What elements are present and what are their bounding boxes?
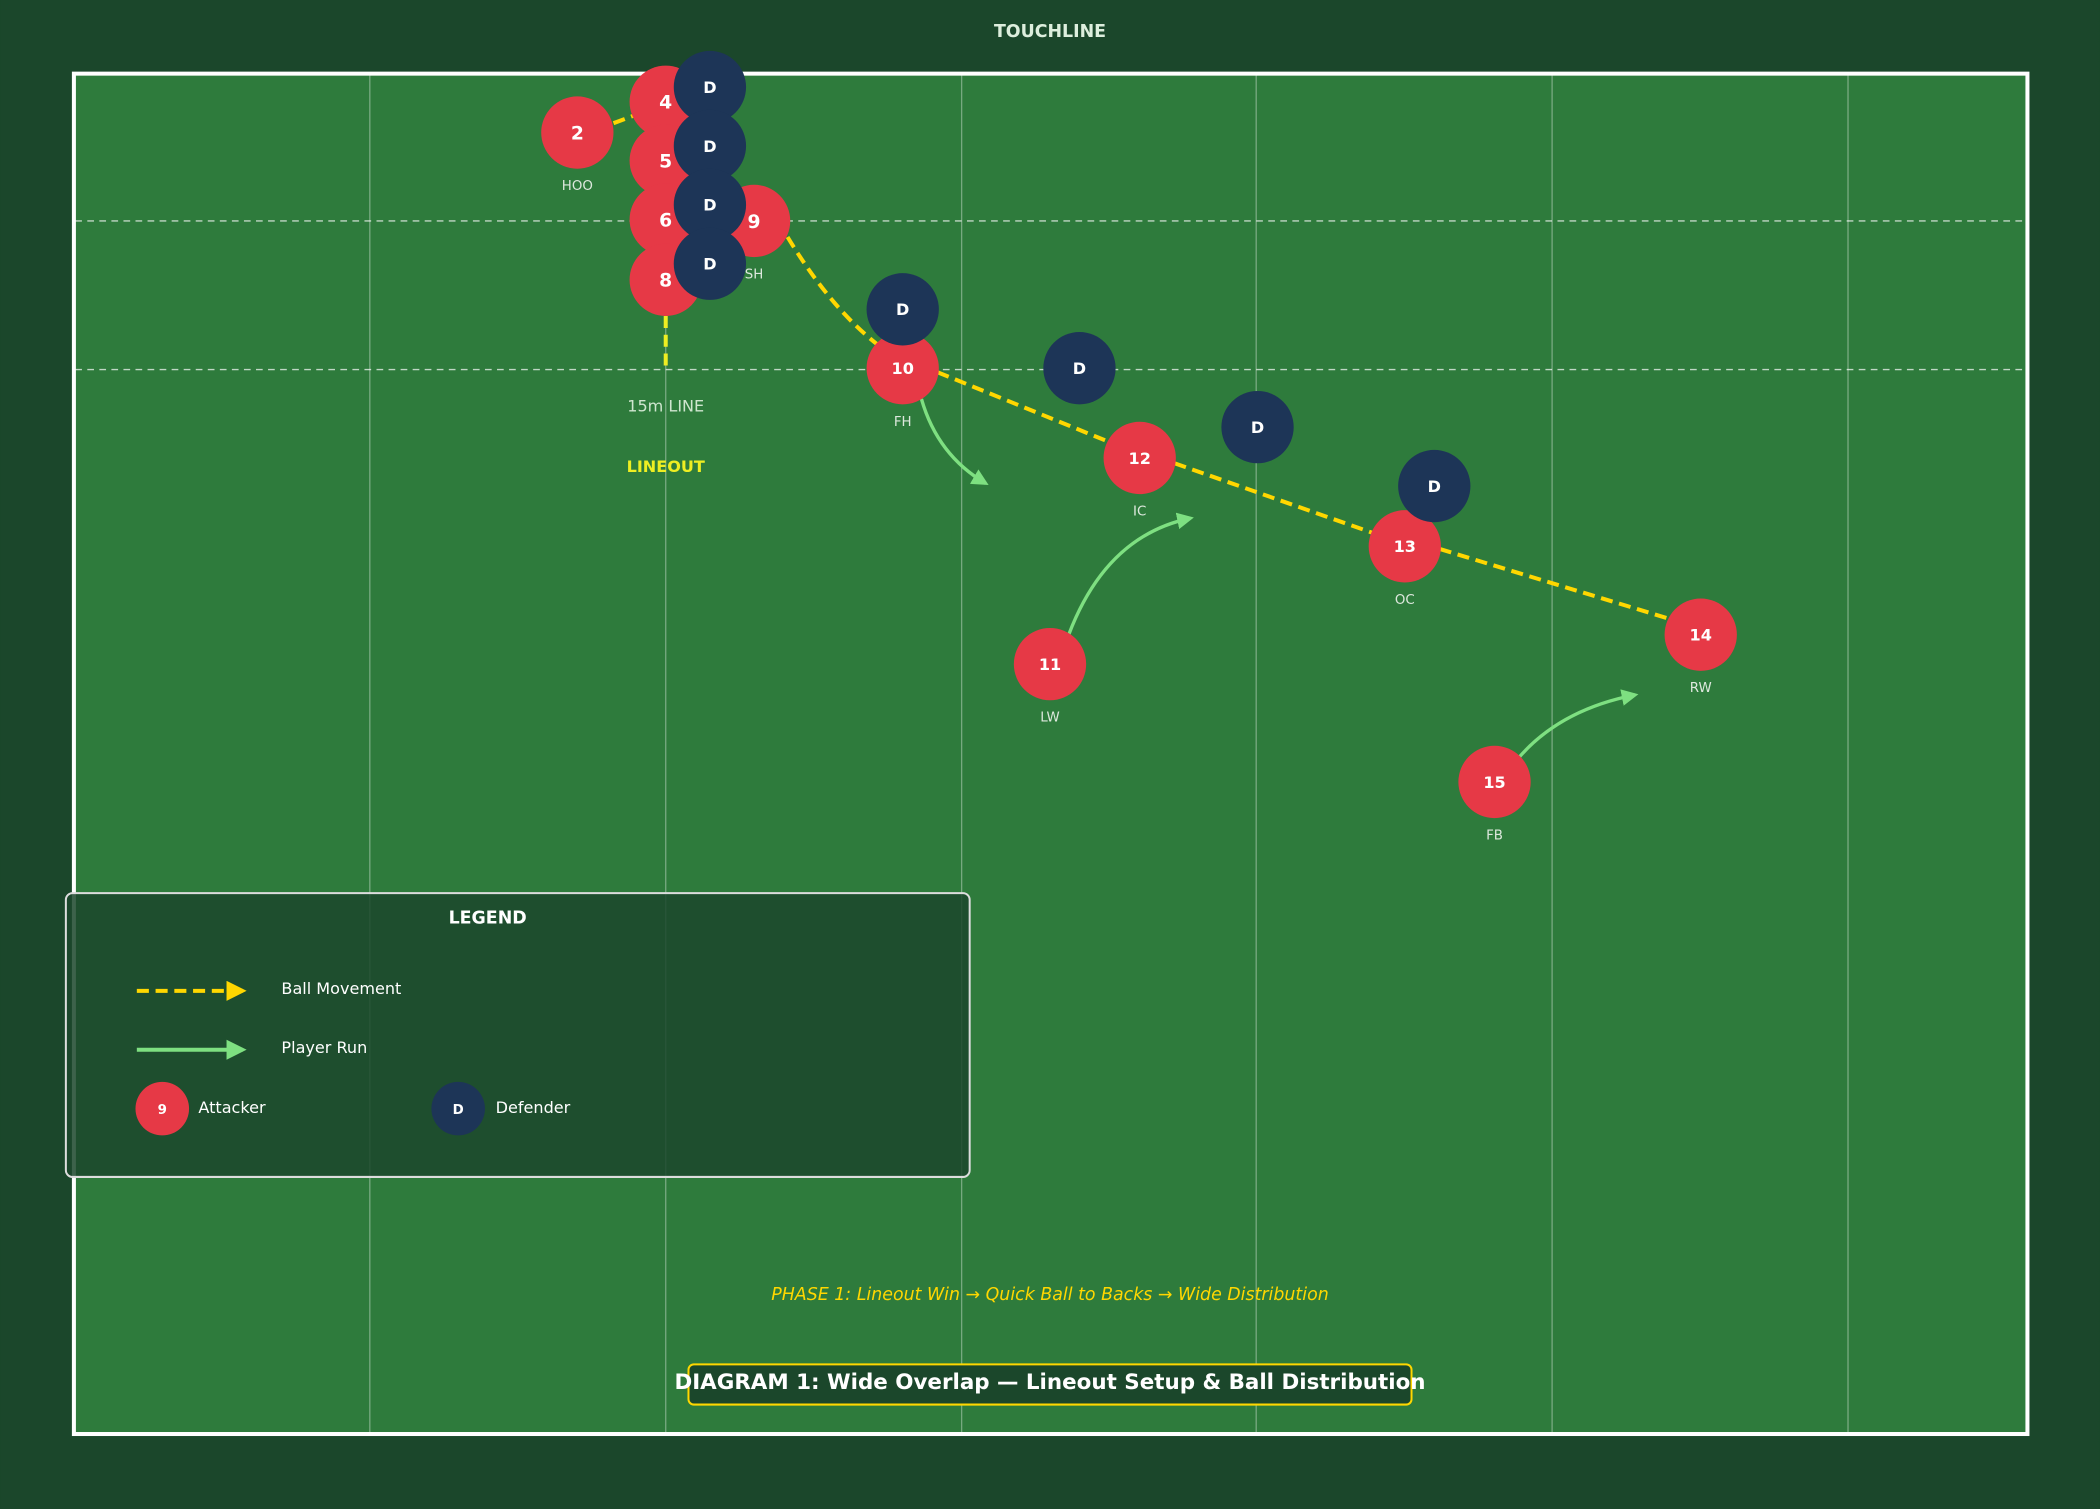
attacker-number: 12	[1129, 449, 1151, 468]
attacker	[1664, 598, 1737, 671]
attacker-number: 11	[1039, 655, 1061, 674]
defender	[1221, 390, 1294, 464]
position-label: IC	[1133, 504, 1146, 519]
legend-box	[64, 892, 971, 1178]
ball-path	[936, 370, 1110, 444]
attacker-number: 14	[1690, 626, 1712, 645]
defender	[673, 168, 747, 242]
legend-icon-text: 9	[158, 1103, 167, 1118]
defender-label: D	[703, 255, 716, 274]
legend: LEGEND Ball Movement Player Run 9 Attack…	[64, 892, 971, 1178]
title: DIAGRAM 1: Wide Overlap — Lineout Setup …	[674, 1370, 1425, 1395]
attacker	[1103, 421, 1176, 495]
attacker	[1368, 510, 1441, 583]
attacker-number: 4	[659, 93, 672, 114]
ball-path	[612, 113, 636, 126]
defender	[1398, 449, 1471, 523]
ball-path	[1173, 461, 1374, 535]
position-label: SH	[745, 267, 764, 282]
title-box	[687, 1363, 1413, 1406]
pitch	[71, 71, 2030, 1437]
legend-defender-icon	[431, 1081, 485, 1136]
legend-label: Attacker	[198, 1098, 266, 1117]
defender-label: D	[1428, 477, 1441, 496]
attacker	[1458, 745, 1531, 819]
caption: PHASE 1: Lineout Win → Quick Ball to Bac…	[771, 1285, 1329, 1305]
defender	[673, 109, 747, 183]
defender-label: D	[703, 196, 716, 215]
attacker-number: 5	[659, 152, 672, 173]
defender-label: D	[703, 78, 716, 97]
legend-label: Ball Movement	[281, 979, 401, 998]
position-label: RW	[1690, 681, 1712, 696]
run-paths	[919, 398, 1639, 759]
defender	[1043, 332, 1116, 405]
position-label: OC	[1395, 593, 1415, 608]
players: 2 HOO 4 5 6 8 9 SH 10 FH 12 IC 11 LW 13 OC 14 RW 15 FB D D D D D…	[541, 50, 1737, 844]
ball-paths	[612, 113, 1670, 621]
lineout-label: LINEOUT	[627, 457, 705, 476]
defender	[673, 50, 747, 124]
defender	[866, 273, 939, 346]
run-path	[1067, 512, 1194, 636]
position-label: FB	[1486, 829, 1503, 844]
ball-path	[1439, 547, 1670, 621]
attacker	[1013, 627, 1087, 701]
attacker-number: 9	[748, 212, 761, 233]
attacker-number: 2	[571, 123, 584, 144]
touchline-label: TOUCHLINE	[994, 22, 1106, 42]
line-label: 15m LINE	[627, 397, 704, 416]
legend-attacker-icon	[135, 1081, 190, 1136]
position-label: HOO	[562, 179, 593, 194]
defender-label: D	[896, 300, 909, 319]
ball-path	[785, 235, 880, 348]
defender	[673, 227, 747, 300]
position-label: LW	[1040, 711, 1059, 726]
attacker-number: 10	[892, 359, 914, 378]
legend-label: Player Run	[281, 1038, 367, 1057]
legend-icon-text: D	[453, 1103, 464, 1118]
legend-title: LEGEND	[449, 909, 527, 929]
run-path	[1517, 689, 1639, 759]
attacker-number: 15	[1483, 773, 1505, 792]
attacker-number: 6	[659, 210, 672, 231]
defender-label: D	[703, 137, 716, 156]
defender-label: D	[1073, 359, 1086, 378]
attacker-number: 13	[1394, 537, 1416, 556]
legend-label: Defender	[496, 1098, 571, 1117]
attacker	[866, 332, 939, 405]
run-path	[919, 398, 989, 486]
position-label: FH	[894, 415, 912, 430]
defender-label: D	[1251, 418, 1264, 437]
attacker	[541, 96, 614, 169]
attacker-number: 8	[659, 271, 672, 292]
